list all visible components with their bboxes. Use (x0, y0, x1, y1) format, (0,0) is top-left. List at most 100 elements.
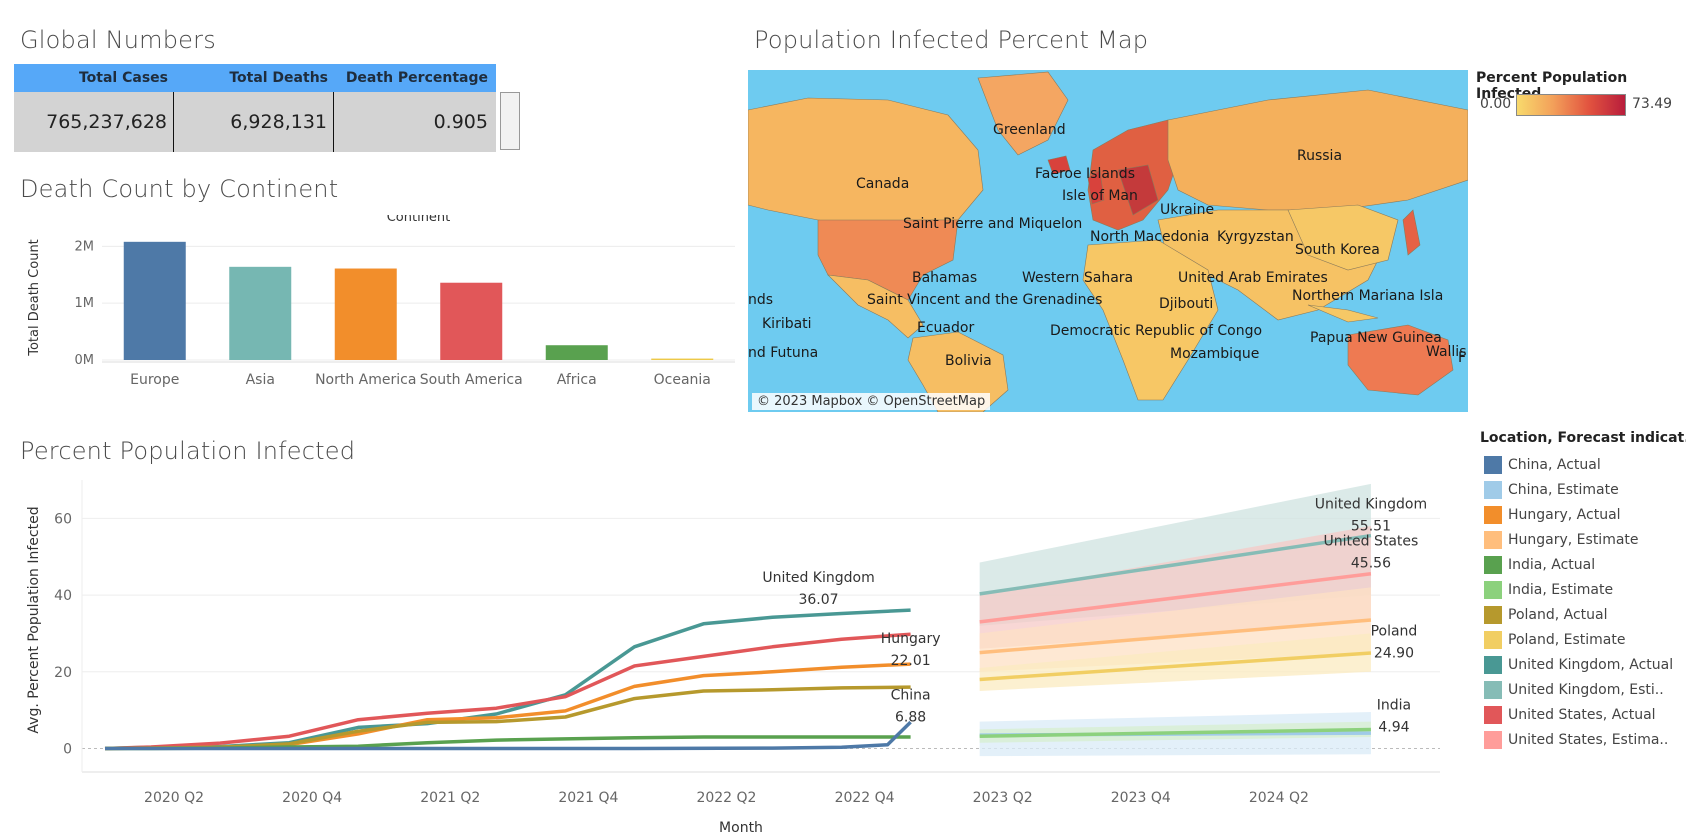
line-ylabel: Avg. Percent Population Infected (26, 506, 42, 733)
bar-oceania[interactable] (651, 358, 714, 360)
bar-south-america[interactable] (440, 282, 503, 360)
map-label-canada[interactable]: Canada (856, 176, 910, 192)
map-label-saint-pierre-and-miquelon[interactable]: Saint Pierre and Miquelon (903, 216, 1083, 232)
color-legend-min: 0.00 (1480, 96, 1512, 112)
header-total-cases[interactable]: Total Cases (78, 70, 168, 86)
bar-x-tick-label: Oceania (654, 372, 711, 388)
global-numbers-table: Total Cases Total Deaths Death Percentag… (14, 64, 534, 152)
legend-item-hungary-estimate[interactable]: Hungary, Estimate (1480, 527, 1686, 552)
total-deaths-value: 6,928,131 (174, 92, 334, 152)
legend-label: United Kingdom, Esti.. (1508, 681, 1664, 698)
legend-item-china-actual[interactable]: China, Actual (1480, 452, 1686, 477)
line-x-tick-label: 2023 Q4 (1111, 790, 1171, 806)
line-china-actual[interactable] (105, 720, 912, 751)
legend-swatch (1484, 455, 1502, 474)
bar-north-america[interactable] (334, 268, 397, 360)
legend-item-india-actual[interactable]: India, Actual (1480, 552, 1686, 577)
line-x-tick-label: 2020 Q4 (282, 790, 342, 806)
legend-swatch (1484, 630, 1502, 649)
map-label-northern-mariana-isla[interactable]: Northern Mariana Isla (1292, 288, 1444, 304)
annotation-value: 6.88 (895, 710, 926, 726)
legend-label: India, Estimate (1508, 581, 1614, 598)
legend-item-united-kingdom-actual[interactable]: United Kingdom, Actual (1480, 652, 1686, 677)
map-label-greenland[interactable]: Greenland (993, 122, 1066, 138)
annotation-value: 22.01 (891, 653, 931, 669)
legend-swatch (1484, 580, 1502, 599)
total-cases-value: 765,237,628 (14, 92, 174, 152)
line-y-tick-label: 20 (54, 665, 72, 681)
map-label-russia[interactable]: Russia (1297, 148, 1343, 164)
bar-x-tick-label: Asia (246, 372, 275, 388)
line-hungary-estimate[interactable] (979, 618, 1372, 655)
map-label-isle-of-man[interactable]: Isle of Man (1062, 188, 1138, 204)
map-label-democratic-republic-of-congo[interactable]: Democratic Republic of Congo (1050, 323, 1263, 339)
map-label-nd-futuna[interactable]: nd Futuna (748, 345, 819, 361)
legend-swatch (1484, 530, 1502, 549)
legend-label: India, Actual (1508, 556, 1596, 573)
color-legend: Percent Population Infected 0.00 73.49 (1476, 70, 1686, 116)
legend-item-united-kingdom-esti[interactable]: United Kingdom, Esti.. (1480, 677, 1686, 702)
bar-chart-title: Continent (387, 215, 451, 225)
legend-swatch (1484, 505, 1502, 524)
bar-y-tick-label: 2M (75, 239, 95, 254)
line-india-estimate[interactable] (979, 727, 1371, 738)
map-label-north-macedonia[interactable]: North Macedonia (1090, 229, 1210, 245)
table-row: 765,237,628 6,928,131 0.905 (14, 92, 496, 152)
line-y-tick-label: 0 (63, 741, 72, 757)
annotation-label: United States (1324, 533, 1419, 549)
map-label-bolivia[interactable]: Bolivia (945, 353, 992, 369)
map-label-south-korea[interactable]: South Korea (1295, 242, 1380, 258)
map-label-united-arab-emirates[interactable]: United Arab Emirates (1178, 270, 1328, 286)
legend-label: Hungary, Estimate (1508, 531, 1639, 548)
legend-label: China, Estimate (1508, 481, 1619, 498)
map-label-ukraine[interactable]: Ukraine (1160, 202, 1215, 218)
bar-europe[interactable] (123, 241, 186, 360)
line-x-tick-label: 2022 Q2 (696, 790, 756, 806)
map-label-bahamas[interactable]: Bahamas (912, 270, 978, 286)
legend-label: China, Actual (1508, 456, 1601, 473)
legend-item-india-estimate[interactable]: India, Estimate (1480, 577, 1686, 602)
series-legend: Location, Forecast indicat.. China, Actu… (1480, 430, 1686, 752)
map-label-western-sahara[interactable]: Western Sahara (1022, 270, 1134, 286)
map-label-wallis-a[interactable]: Wallis a (1426, 344, 1468, 360)
legend-swatch (1484, 730, 1502, 749)
legend-swatch (1484, 705, 1502, 724)
map-label-kiribati[interactable]: Kiribati (762, 316, 812, 332)
annotation-label: Hungary (881, 631, 941, 647)
legend-item-united-states-estima[interactable]: United States, Estima.. (1480, 727, 1686, 752)
line-united-kingdom-actual[interactable] (104, 608, 911, 751)
legend-label: United Kingdom, Actual (1508, 656, 1674, 673)
map-label-f[interactable]: F (1458, 350, 1467, 366)
infected-line-chart: 0 20 40 60 Avg. Percent Population Infected M… (26, 480, 1440, 836)
bar-y-tick-label: 1M (75, 296, 95, 311)
map-label-nds[interactable]: nds (748, 292, 774, 308)
bar-asia[interactable] (229, 266, 292, 360)
legend-item-hungary-actual[interactable]: Hungary, Actual (1480, 502, 1686, 527)
legend-item-poland-actual[interactable]: Poland, Actual (1480, 602, 1686, 627)
header-total-deaths[interactable]: Total Deaths (229, 70, 328, 86)
bar-africa[interactable] (545, 345, 608, 360)
map-label-papua-new-guinea[interactable]: Papua New Guinea (1310, 330, 1442, 346)
map-title: Population Infected Percent Map (754, 26, 1149, 54)
line-united-states-actual[interactable] (104, 632, 911, 751)
table-scrollbar[interactable] (500, 92, 520, 150)
line-united-kingdom-estimate[interactable] (979, 533, 1372, 596)
line-poland-estimate[interactable] (979, 651, 1372, 682)
world-map[interactable]: Greenland Faeroe Islands Canada Russia Isle … (748, 70, 1468, 412)
legend-label: United States, Estima.. (1508, 731, 1669, 748)
header-death-percentage[interactable]: Death Percentage (345, 70, 488, 86)
map-label-djibouti[interactable]: Djibouti (1159, 296, 1214, 312)
legend-label: Poland, Estimate (1508, 631, 1626, 648)
annotation-label: United Kingdom (1315, 497, 1427, 513)
map-label-kyrgyzstan[interactable]: Kyrgyzstan (1217, 229, 1294, 245)
legend-item-united-states-actual[interactable]: United States, Actual (1480, 702, 1686, 727)
map-label-mozambique[interactable]: Mozambique (1170, 346, 1260, 362)
map-label-saint-vincent-and-the-grenadines[interactable]: Saint Vincent and the Grenadines (867, 292, 1103, 308)
legend-item-china-estimate[interactable]: China, Estimate (1480, 477, 1686, 502)
line-united-states-estimate[interactable] (979, 572, 1372, 624)
map-credit[interactable]: © 2023 Mapbox © OpenStreetMap (752, 393, 991, 410)
legend-item-poland-estimate[interactable]: Poland, Estimate (1480, 627, 1686, 652)
map-label-faeroe-islands[interactable]: Faeroe Islands (1035, 166, 1135, 182)
line-x-tick-label: 2021 Q2 (420, 790, 480, 806)
map-label-ecuador[interactable]: Ecuador (917, 320, 975, 336)
